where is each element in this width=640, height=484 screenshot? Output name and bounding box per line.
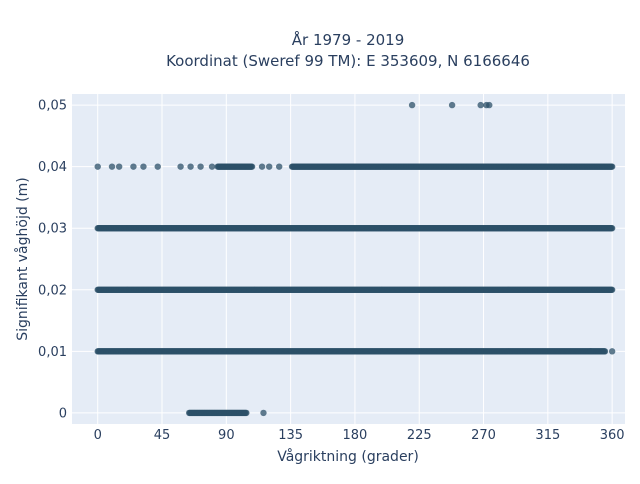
data-point — [243, 409, 250, 417]
data-point — [154, 163, 161, 170]
x-tick-label: 270 — [471, 428, 496, 443]
data-point — [248, 163, 256, 170]
data-point — [477, 101, 484, 109]
chart-title-line1: År 1979 - 2019 — [292, 30, 405, 49]
data-point — [276, 163, 283, 170]
x-tick-label: 360 — [600, 428, 625, 443]
data-point — [187, 163, 194, 170]
data-point — [486, 101, 493, 109]
data-point — [608, 348, 616, 355]
data-point — [448, 101, 456, 109]
plot-area — [72, 94, 625, 424]
y-tick-label: 0,05 — [38, 99, 67, 114]
x-tick-label: 180 — [343, 428, 368, 443]
x-tick-label: 135 — [278, 428, 303, 443]
data-points — [94, 101, 616, 417]
x-tick-label: 0 — [94, 428, 102, 443]
data-point — [608, 163, 616, 170]
x-axis-label: Vågriktning (grader) — [277, 448, 419, 465]
x-tick-label: 315 — [535, 428, 560, 443]
data-point — [94, 163, 101, 170]
data-point — [108, 163, 116, 170]
y-axis-label: Signifikant våghöjd (m) — [14, 177, 31, 340]
data-point — [258, 163, 266, 170]
tick-labels: 0 45 90 135 180 225 270 315 360 0 0,01 0,02 0,03 0,04… — [38, 99, 625, 443]
x-tick-label: 90 — [218, 428, 235, 443]
x-tick-label: 45 — [154, 428, 171, 443]
x-tick-label: 225 — [407, 428, 432, 443]
y-tick-label: 0,01 — [38, 345, 67, 360]
data-point — [177, 163, 184, 170]
data-point — [208, 163, 216, 170]
data-point — [140, 163, 147, 170]
data-point — [197, 163, 204, 170]
data-point — [408, 101, 416, 109]
data-point — [265, 163, 273, 170]
y-tick-label: 0,02 — [38, 283, 67, 298]
data-point — [130, 163, 137, 170]
chart-title-line2: Koordinat (Sweref 99 TM): E 353609, N 61… — [166, 52, 530, 70]
data-point — [587, 348, 594, 355]
data-point — [608, 225, 616, 232]
y-tick-label: 0 — [59, 406, 67, 421]
data-point — [260, 409, 267, 417]
data-point — [115, 163, 123, 170]
y-tick-label: 0,04 — [38, 160, 67, 175]
data-point — [608, 286, 616, 293]
y-tick-label: 0,03 — [38, 222, 67, 237]
data-point — [601, 348, 609, 355]
